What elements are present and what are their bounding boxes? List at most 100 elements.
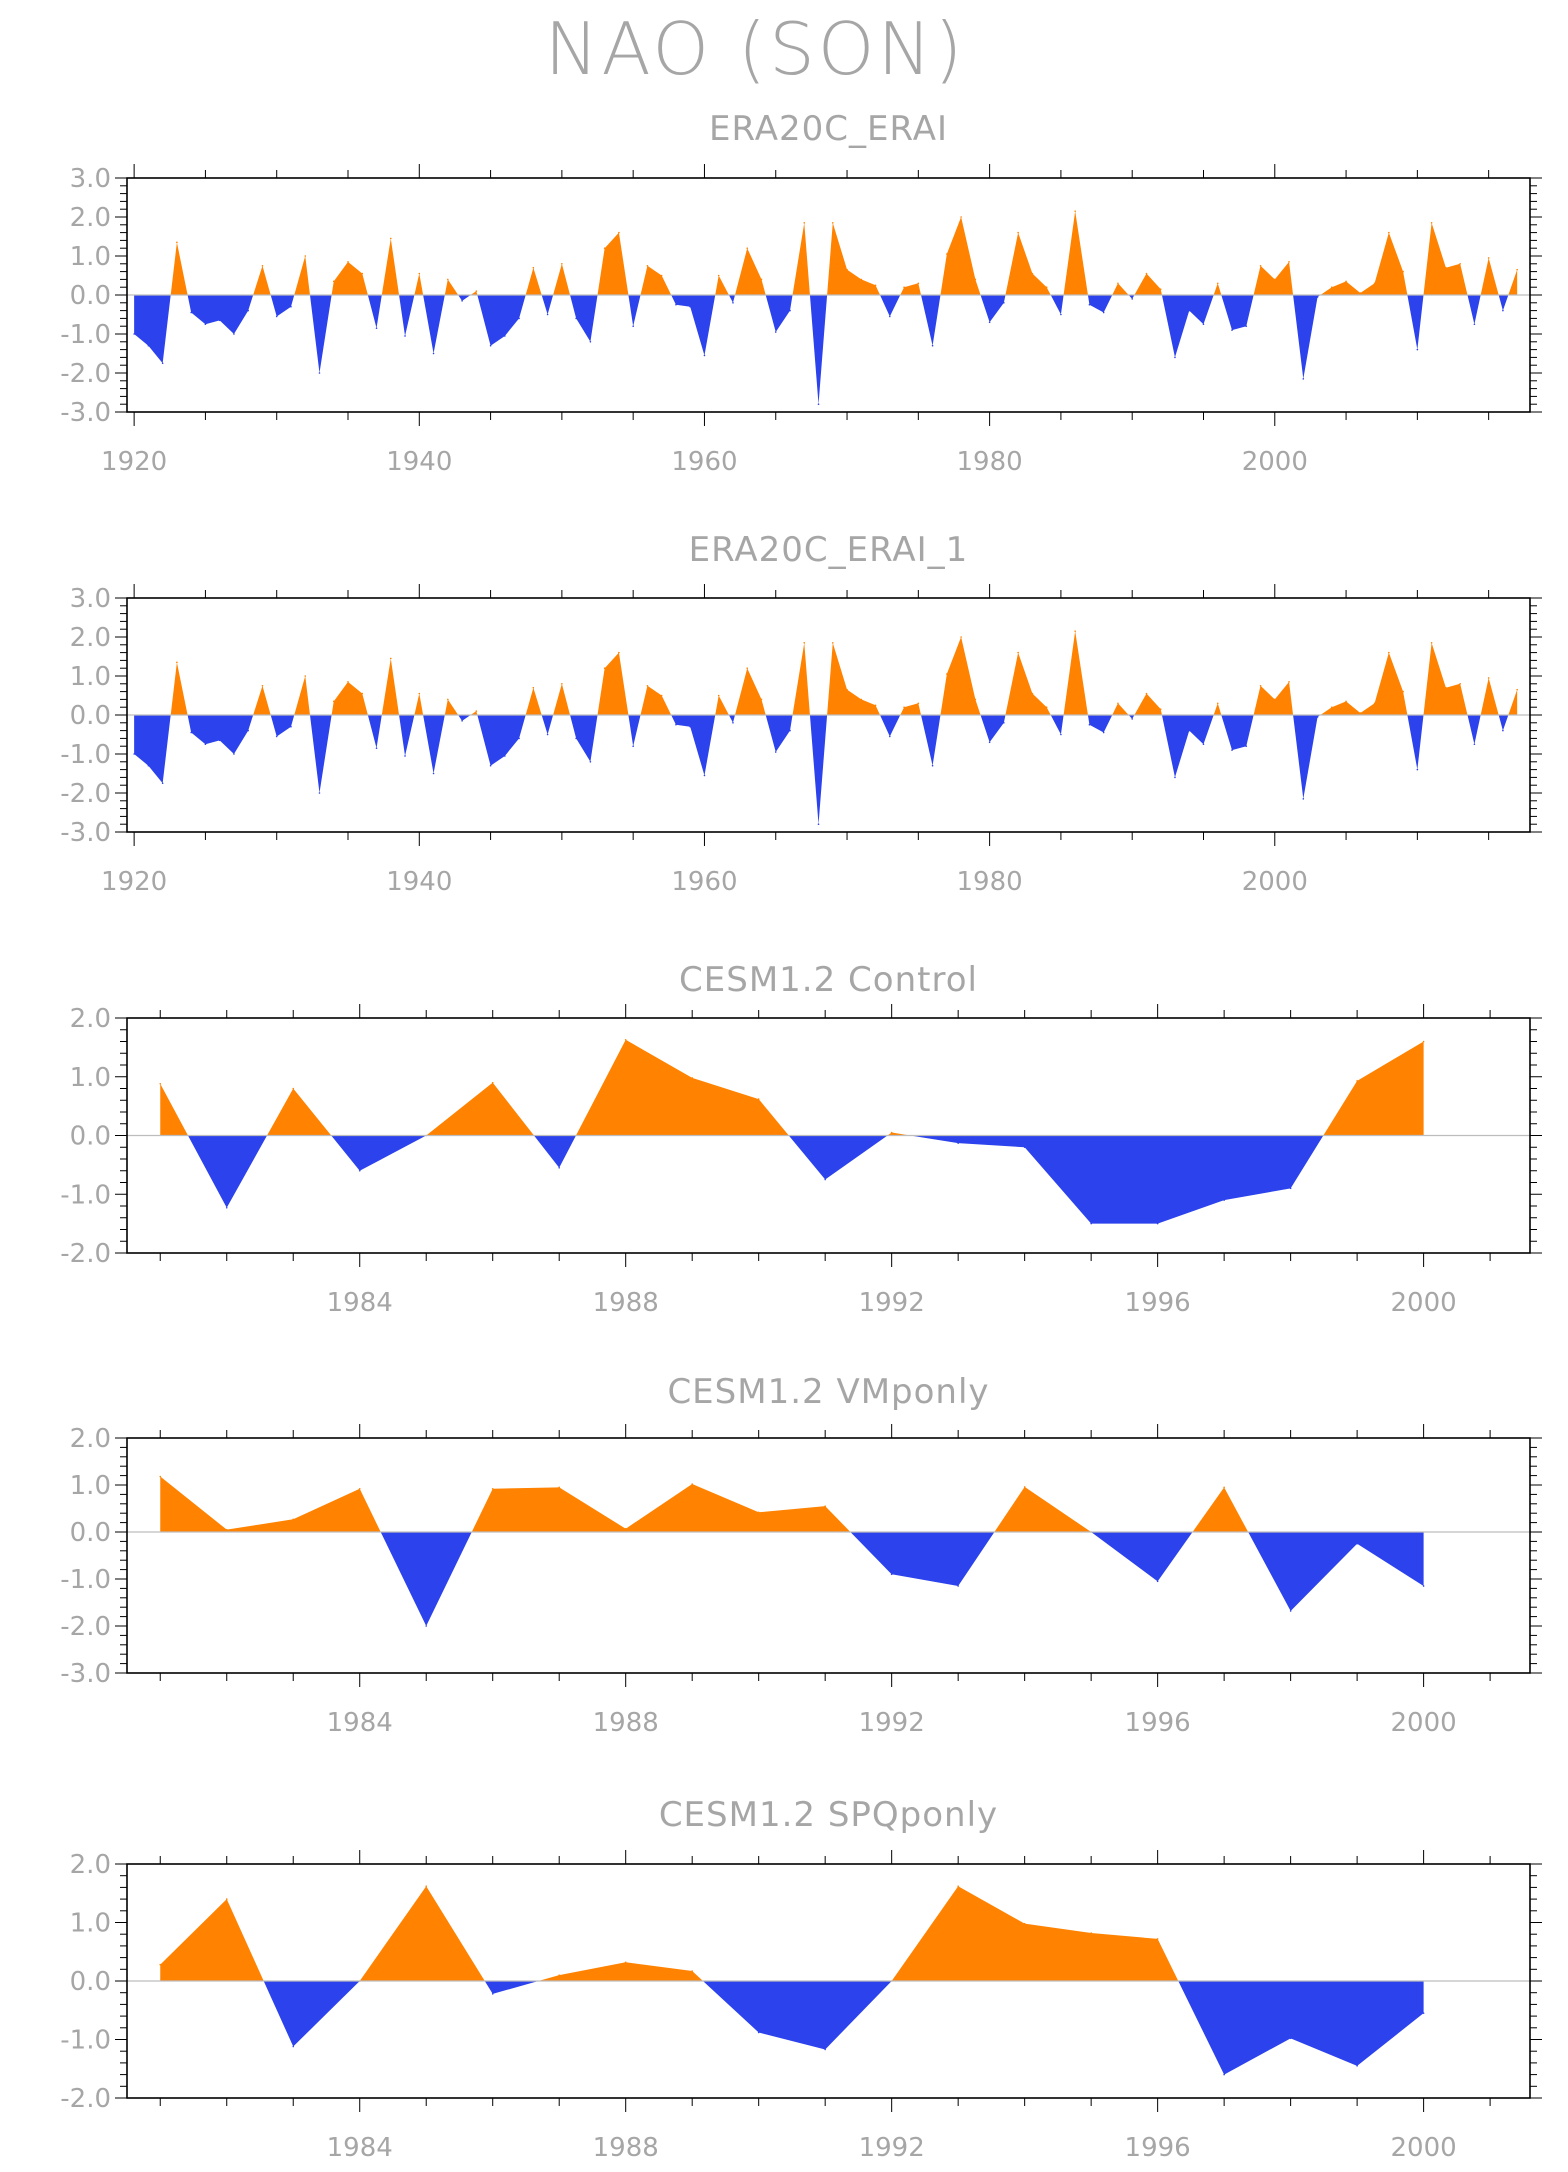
data-point [903,286,905,289]
data-point [575,737,577,740]
data-point [447,698,449,701]
data-point [1074,630,1076,632]
data-point [218,319,221,322]
data-point [461,720,463,722]
data-point [347,261,349,263]
data-point [946,673,948,675]
panel-1: ERA20C_ERAI 3.0 2.0 1.0 0.0 -1.0 -2.0 -3.0 1920 1… [60,109,1542,477]
negative-area [160,1981,1424,2075]
data-point [292,1087,295,1090]
data-point [304,255,307,257]
data-point [233,753,235,755]
data-point [803,642,806,644]
data-point [432,352,435,355]
data-point [1373,282,1376,285]
data-point [689,725,691,728]
data-point [1289,1187,1292,1190]
y-tick-label: -1.0 [60,2026,111,2056]
data-point [917,282,920,285]
data-point [774,331,777,333]
data-point [660,694,663,697]
y-tick-label: 2.0 [70,1004,111,1034]
data-point [824,1178,826,1181]
data-point [817,403,820,406]
x-tick-label: 1992 [859,1288,925,1318]
data-point [1445,686,1447,689]
data-point [1356,1542,1358,1545]
data-point [561,683,563,685]
data-point [318,792,321,794]
data-point [1356,2065,1358,2067]
data-point [1023,1922,1026,1925]
y-tick-label: -1.0 [60,320,111,350]
data-point [1174,356,1176,359]
data-point [1502,729,1504,732]
x-tick-label: 1960 [671,867,737,897]
data-point [957,1585,959,1587]
y-tick-label: 1.0 [70,242,111,272]
data-point [532,266,535,269]
y-tick-label: -2.0 [60,1239,111,1269]
x-tick-label: 1940 [386,447,452,477]
data-point [1422,2012,1425,2014]
figure-title: NAO (SON) [545,7,966,91]
data-point [275,735,278,738]
data-point [1487,677,1490,679]
data-point [489,344,492,347]
data-point [1459,263,1461,265]
data-point [1003,722,1005,724]
data-point [1402,690,1404,693]
data-point [1202,323,1205,326]
data-point [890,1131,893,1134]
data-point [546,733,549,736]
y-tick-label: 0.0 [70,701,111,731]
data-point [931,764,934,767]
data-point [746,247,749,249]
data-point [504,335,506,337]
data-point [1430,642,1433,644]
data-point [418,272,421,275]
x-tick-label: 1988 [593,1708,659,1738]
data-point [1145,692,1148,695]
y-tick-label: 2.0 [70,1850,111,1880]
y-tick-label: -3.0 [60,1659,111,1689]
data-point [1090,1932,1092,1934]
y-tick-label: -2.0 [60,2084,111,2114]
data-point [225,1206,228,1209]
data-point [1289,2037,1292,2040]
data-point [817,823,820,825]
data-point [475,290,478,292]
x-tick-label: 1984 [327,1708,393,1738]
data-point [1356,1080,1358,1082]
data-point [404,755,406,757]
data-point [860,278,863,281]
data-point [1473,323,1476,326]
data-point [1473,743,1476,746]
x-tick-label: 1996 [1125,2133,1191,2163]
data-point [1216,702,1219,705]
y-tick-label: -1.0 [60,1565,111,1595]
data-point [691,1970,693,1972]
data-point [461,300,463,302]
data-point [691,1077,693,1079]
data-point [1345,700,1347,703]
x-tick-label: 1980 [957,867,1023,897]
data-point [1031,692,1034,695]
data-point [874,704,877,707]
data-point [1017,231,1019,234]
data-point [960,636,962,638]
data-point [1188,729,1191,732]
data-point [161,362,164,365]
data-point [1516,688,1518,691]
data-point [204,743,207,746]
x-tick-label: 1920 [101,867,167,897]
x-tick-label: 1992 [859,1708,925,1738]
data-point [361,272,364,275]
data-point [1416,768,1419,771]
panels: ERA20C_ERAI 3.0 2.0 1.0 0.0 -1.0 -2.0 -3.0 1920 1… [60,109,1542,2163]
data-point [1131,298,1133,300]
data-point [147,764,150,767]
positive-area [134,211,1518,295]
data-point [1159,288,1162,290]
y-tick-label: 3.0 [70,584,111,614]
